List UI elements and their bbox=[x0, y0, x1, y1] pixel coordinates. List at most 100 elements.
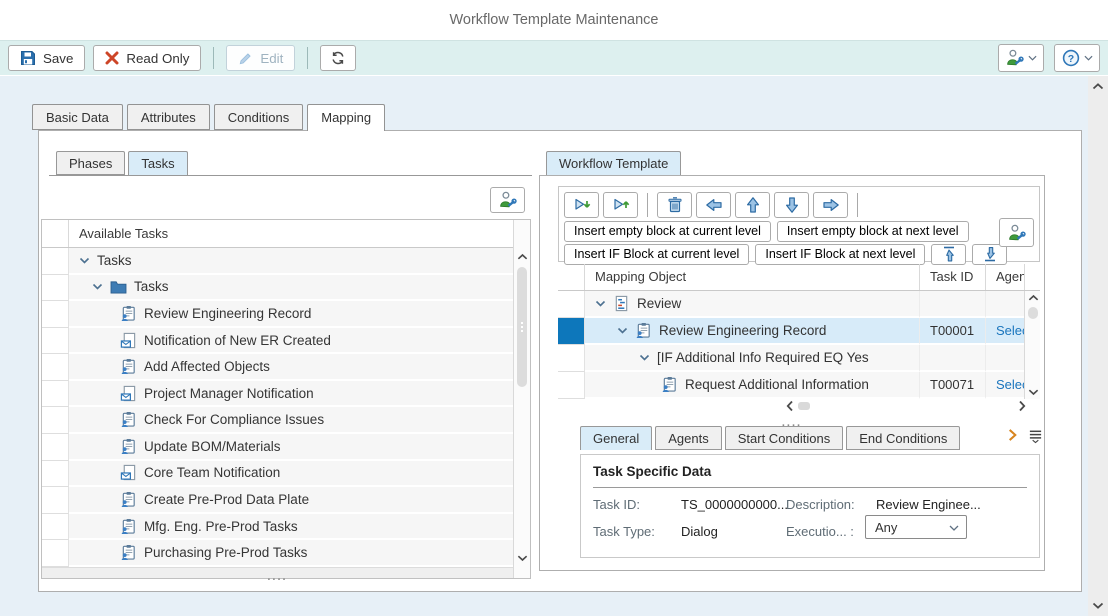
insert-empty-next-button[interactable]: Insert empty block at next level bbox=[776, 220, 969, 242]
left-tab-divider bbox=[49, 175, 532, 176]
table-resize-handle[interactable]: .... bbox=[42, 567, 513, 583]
main-toolbar: Save Read Only Edit bbox=[0, 40, 1108, 75]
tab-workflow-template[interactable]: Workflow Template bbox=[546, 151, 682, 175]
scroll-right-icon[interactable] bbox=[1018, 400, 1026, 412]
row-selector[interactable] bbox=[42, 380, 69, 408]
insert-empty-current-button[interactable]: Insert empty block at current level bbox=[564, 220, 771, 242]
workflow-row-review-engineering-record[interactable]: Review Engineering Record T00001 Select bbox=[558, 318, 1040, 345]
chevron-down-icon[interactable] bbox=[639, 354, 650, 361]
person-wrench-icon bbox=[498, 191, 517, 209]
scroll-up-icon[interactable] bbox=[1028, 294, 1039, 302]
row-selector[interactable] bbox=[42, 274, 69, 302]
tab-start-conditions[interactable]: Start Conditions bbox=[724, 426, 844, 450]
tab-attributes[interactable]: Attributes bbox=[126, 104, 210, 130]
execution-selected-value: Any bbox=[875, 519, 898, 535]
insert-above-button[interactable] bbox=[603, 191, 638, 218]
row-selector[interactable] bbox=[42, 407, 69, 435]
chevron-down-icon[interactable] bbox=[595, 300, 606, 307]
task-row[interactable]: Update BOM/Materials bbox=[42, 434, 513, 461]
scroll-up-icon[interactable] bbox=[1092, 82, 1104, 91]
tab-mapping[interactable]: Mapping bbox=[307, 104, 386, 131]
scrollbar-thumb[interactable] bbox=[798, 402, 810, 410]
refresh-button[interactable] bbox=[320, 45, 357, 71]
insert-below-button[interactable] bbox=[564, 191, 599, 218]
workflow-settings-button[interactable] bbox=[999, 218, 1034, 247]
horizontal-scrollbar[interactable] bbox=[558, 399, 1040, 413]
insert-if-current-button[interactable]: Insert IF Block at current level bbox=[564, 243, 750, 265]
scroll-down-icon[interactable] bbox=[517, 554, 528, 562]
task-id-value-link[interactable]: TS_0000000000... bbox=[681, 497, 788, 512]
move-to-top-button[interactable] bbox=[931, 243, 967, 265]
move-left-button[interactable] bbox=[696, 191, 731, 218]
task-row[interactable]: Mfg. Eng. Pre-Prod Tasks bbox=[42, 513, 513, 541]
row-selector[interactable] bbox=[42, 301, 69, 328]
insert-if-next-button[interactable]: Insert IF Block at next level bbox=[755, 243, 926, 265]
left-table-scrollbar[interactable] bbox=[513, 220, 530, 578]
tab-conditions[interactable]: Conditions bbox=[213, 104, 304, 130]
row-selector[interactable] bbox=[42, 460, 69, 488]
row-selector[interactable] bbox=[42, 540, 69, 567]
task-row[interactable]: Review Engineering Record bbox=[42, 301, 513, 328]
move-right-button[interactable] bbox=[813, 191, 848, 218]
task-type-value: Dialog bbox=[681, 524, 718, 539]
user-settings-button[interactable] bbox=[998, 44, 1044, 72]
row-selector[interactable] bbox=[42, 354, 69, 381]
tab-basic-data[interactable]: Basic Data bbox=[32, 104, 123, 130]
tree-row-tasks-folder[interactable]: Tasks bbox=[42, 274, 513, 302]
scroll-down-icon[interactable] bbox=[1092, 601, 1104, 610]
task-row[interactable]: Notification of New ER Created bbox=[42, 327, 513, 355]
help-button[interactable] bbox=[1054, 44, 1100, 72]
chevron-down-icon[interactable] bbox=[92, 283, 103, 290]
move-down-button[interactable] bbox=[774, 191, 809, 218]
row-selector[interactable] bbox=[42, 434, 69, 461]
tab-general[interactable]: General bbox=[580, 426, 653, 450]
task-row[interactable]: Add Affected Objects bbox=[42, 354, 513, 381]
tab-end-conditions[interactable]: End Conditions bbox=[846, 426, 961, 450]
move-to-bottom-button[interactable] bbox=[972, 243, 1008, 265]
row-selector[interactable] bbox=[558, 345, 585, 372]
workflow-row-request-additional-information[interactable]: Request Additional Information T00071 Se… bbox=[558, 372, 1040, 399]
mapping-table-scrollbar[interactable] bbox=[1024, 291, 1040, 399]
task-row[interactable]: Project Manager Notification bbox=[42, 380, 513, 408]
row-selector[interactable] bbox=[42, 248, 69, 275]
row-selector[interactable] bbox=[42, 487, 69, 514]
scroll-left-icon[interactable] bbox=[786, 400, 794, 412]
save-button[interactable]: Save bbox=[8, 45, 86, 71]
scroll-down-icon[interactable] bbox=[1028, 388, 1039, 396]
chevron-down-icon[interactable] bbox=[617, 327, 628, 334]
left-settings-button[interactable] bbox=[490, 187, 525, 213]
row-selector[interactable] bbox=[558, 291, 585, 318]
row-selector[interactable] bbox=[42, 513, 69, 541]
insert-below-icon bbox=[573, 196, 591, 214]
row-selector[interactable] bbox=[42, 327, 69, 355]
tab-agents[interactable]: Agents bbox=[655, 426, 722, 450]
select-agent-link[interactable]: Select bbox=[996, 323, 1024, 338]
task-row[interactable]: Check For Compliance Issues bbox=[42, 407, 513, 435]
tab-tasks[interactable]: Tasks bbox=[128, 151, 188, 175]
select-agent-link[interactable]: Select bbox=[996, 377, 1024, 392]
scrollbar-thumb[interactable] bbox=[1028, 307, 1038, 319]
delete-button[interactable] bbox=[657, 191, 692, 218]
tab-menu-icon[interactable] bbox=[1028, 428, 1043, 444]
tree-row-tasks-root[interactable]: Tasks bbox=[42, 248, 513, 275]
panel-splitter[interactable]: .... bbox=[540, 414, 1044, 429]
workflow-row-review[interactable]: Review bbox=[558, 291, 1040, 318]
task-row[interactable]: Purchasing Pre-Prod Tasks bbox=[42, 540, 513, 567]
row-selector[interactable] bbox=[558, 372, 585, 399]
scroll-up-icon[interactable] bbox=[517, 253, 528, 261]
task-row[interactable]: Core Team Notification bbox=[42, 460, 513, 488]
read-only-button[interactable]: Read Only bbox=[93, 45, 202, 71]
workflow-row-if-block[interactable]: [IF Additional Info Required EQ Yes bbox=[558, 345, 1040, 372]
task-row[interactable]: Create Pre-Prod Data Plate bbox=[42, 487, 513, 514]
move-up-button[interactable] bbox=[735, 191, 770, 218]
tabs-overflow-icon[interactable] bbox=[1008, 428, 1017, 442]
scrollbar-thumb[interactable] bbox=[517, 267, 527, 387]
chevron-down-icon[interactable] bbox=[79, 257, 90, 264]
execution-dropdown[interactable]: Any bbox=[865, 515, 967, 539]
edit-button[interactable]: Edit bbox=[226, 45, 296, 71]
page-scrollbar[interactable] bbox=[1088, 76, 1108, 616]
column-available-tasks: Available Tasks bbox=[79, 226, 169, 241]
person-wrench-icon bbox=[1007, 224, 1026, 242]
row-selector[interactable] bbox=[558, 318, 585, 345]
tab-phases[interactable]: Phases bbox=[56, 151, 126, 175]
